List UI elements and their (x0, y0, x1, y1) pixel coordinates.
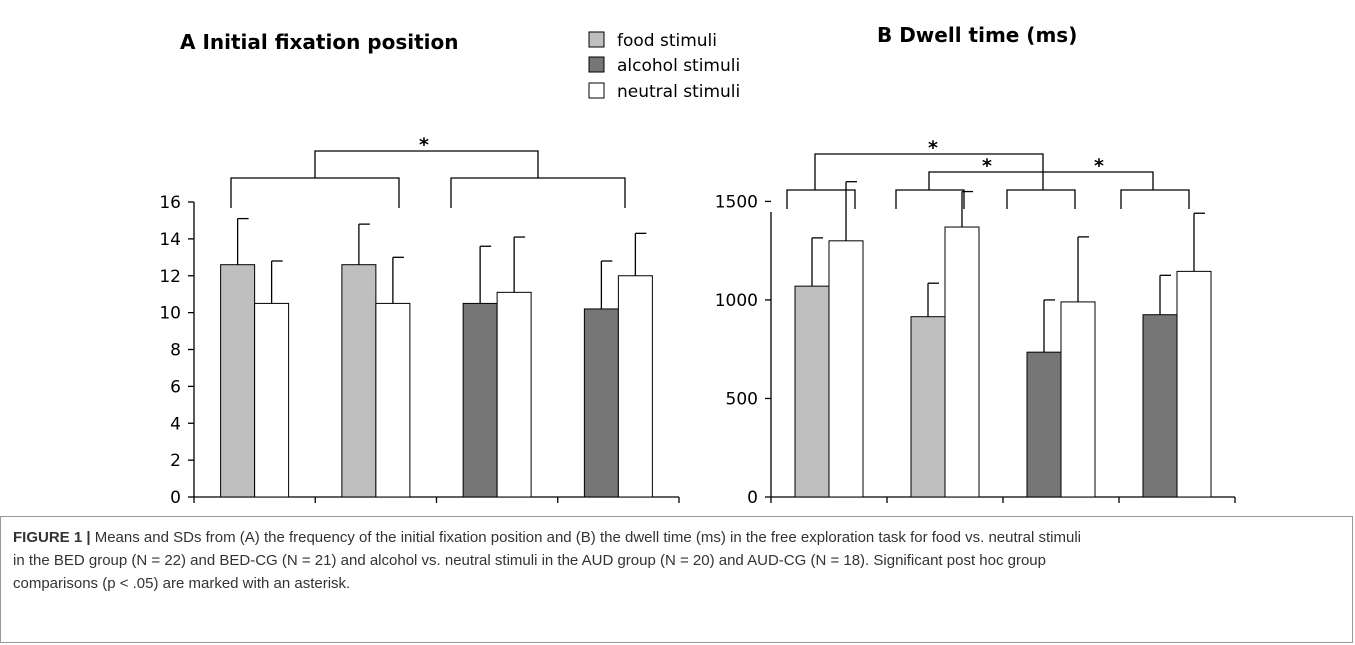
bar-bed-stimuli (220, 264, 256, 498)
panel-b-asterisk-3: * (1094, 155, 1104, 177)
y-tick-label: 1500 (715, 192, 758, 212)
y-tick-label: 0 (747, 488, 758, 508)
bracket-bed (786, 189, 856, 209)
bar-aud-cg-stimuli (583, 308, 619, 498)
bracket-bed-groups (230, 177, 400, 208)
bar-aud-cg-neutral (617, 275, 653, 498)
legend-label-food: food stimuli (617, 31, 717, 51)
panel-b-significance-brackets (786, 153, 1190, 209)
figure-caption: FIGURE 1 | Means and SDs from (A) the fr… (0, 516, 1353, 643)
y-tick-label: 16 (159, 193, 181, 213)
caption-line-1: FIGURE 1 | Means and SDs from (A) the fr… (13, 526, 1340, 549)
panel-a-significance-brackets (230, 150, 626, 208)
panel-b-bars (794, 181, 1212, 498)
bar-bed-cg-stimuli (910, 316, 946, 498)
bar-bed-cg-stimuli (341, 264, 377, 498)
legend-swatch-alcohol (588, 56, 605, 73)
caption-label: FIGURE 1 | (13, 529, 91, 546)
legend-label-alcohol: alcohol stimuli (617, 56, 740, 76)
y-tick-label: 6 (170, 377, 181, 397)
bar-bed-stimuli (794, 285, 830, 498)
y-tick-label: 500 (726, 389, 758, 409)
panel-b-y-ticks: 0 500 1000 1500 (715, 192, 771, 508)
legend-swatch-neutral (588, 82, 605, 99)
bracket-aud-groups (450, 177, 626, 208)
legend-label-neutral: neutral stimuli (617, 82, 740, 102)
panel-a-bars (220, 217, 653, 498)
bar-aud-stimuli (462, 302, 498, 498)
bar-aud-stimuli (1026, 351, 1062, 498)
y-tick-label: 4 (170, 414, 181, 434)
y-tick-label: 0 (170, 488, 181, 508)
legend-swatch-food (588, 31, 605, 48)
bar-aud-neutral (1060, 301, 1096, 498)
caption-line-2: in the BED group (N = 22) and BED-CG (N … (13, 552, 1046, 569)
panel-a-asterisk: * (419, 134, 429, 156)
bar-bed-neutral (828, 240, 864, 498)
caption-text-1: Means and SDs from (A) the frequency of … (94, 529, 1081, 546)
bar-bed-neutral (254, 302, 290, 498)
panel-b-x-labels: BEDBED-CGAUDAUD-CG (770, 497, 1236, 503)
y-tick-label: 14 (159, 230, 181, 250)
panel-a-title: A Initial fixation position (180, 30, 459, 54)
panel-b-asterisk-2: * (982, 155, 992, 177)
panel-b-asterisk-1: * (928, 137, 938, 159)
y-tick-label: 10 (159, 304, 181, 324)
bracket-bed-cg-vs-aud-cg (928, 171, 1154, 190)
panel-b-title: B Dwell time (ms) (877, 23, 1077, 47)
panel-a-chart: A Initial fixation position 0 2 4 6 8 10 12 14 1… (159, 30, 680, 508)
y-tick-label: 12 (159, 267, 181, 287)
panel-b-chart: B Dwell time (ms) 0 500 1000 1500 BEDBED-CG… (715, 23, 1236, 508)
y-tick-label: 2 (170, 451, 181, 471)
legend: food stimuli alcohol stimuli neutral sti… (588, 31, 740, 102)
bar-aud-neutral (496, 291, 532, 498)
bracket-between-groups (314, 150, 539, 178)
caption-line-3: comparisons (p < .05) are marked with an… (13, 575, 351, 592)
bracket-aud-cg (1120, 189, 1190, 209)
panel-a-x-labels: BEDBED-CGAUDAUD-CG (193, 497, 680, 503)
bar-bed-cg-neutral (375, 302, 411, 498)
bracket-bed-cg (895, 189, 965, 209)
bar-aud-cg-stimuli (1142, 314, 1178, 498)
bar-aud-cg-neutral (1176, 270, 1212, 498)
bar-bed-cg-neutral (944, 226, 980, 498)
bracket-aud (1006, 189, 1076, 209)
panel-a-y-ticks: 0 2 4 6 8 10 12 14 16 (159, 193, 194, 508)
y-tick-label: 8 (170, 341, 181, 361)
y-tick-label: 1000 (715, 291, 758, 311)
figure: A Initial fixation position 0 2 4 6 8 10 12 14 1… (159, 23, 1236, 508)
